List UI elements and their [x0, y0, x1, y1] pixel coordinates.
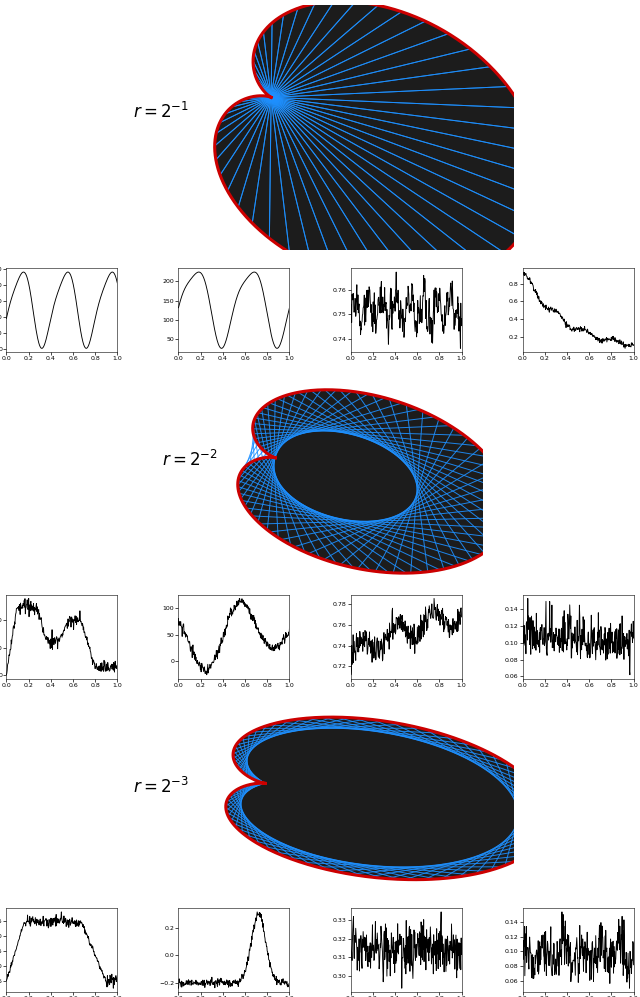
Text: $r = 2^{-2}$: $r = 2^{-2}$ [163, 450, 218, 470]
Polygon shape [214, 1, 541, 286]
Polygon shape [238, 390, 510, 573]
Polygon shape [226, 717, 550, 879]
Text: $r = 2^{-1}$: $r = 2^{-1}$ [132, 102, 189, 122]
Text: $r = 2^{-3}$: $r = 2^{-3}$ [132, 777, 189, 797]
